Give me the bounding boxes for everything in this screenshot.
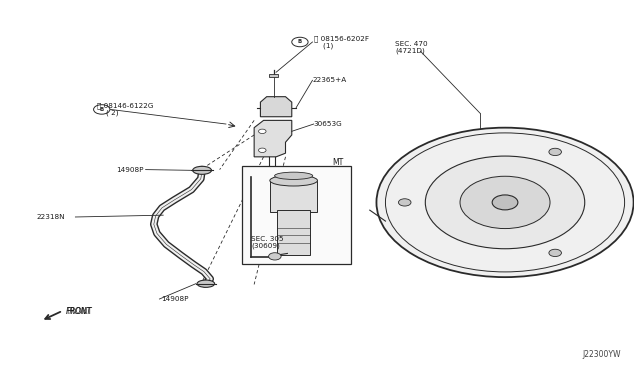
- Text: B: B: [100, 107, 104, 112]
- Text: FRONT: FRONT: [66, 307, 92, 316]
- Circle shape: [492, 195, 518, 210]
- Polygon shape: [254, 121, 292, 157]
- Circle shape: [426, 156, 585, 249]
- Bar: [242, 166, 351, 264]
- Bar: [269, 74, 278, 77]
- Text: 14908P: 14908P: [161, 296, 189, 302]
- Text: SEC. 470
(4721D): SEC. 470 (4721D): [396, 41, 428, 54]
- Ellipse shape: [275, 172, 313, 179]
- Ellipse shape: [193, 166, 211, 174]
- Text: 30653G: 30653G: [314, 121, 342, 127]
- Text: FRONT: FRONT: [66, 307, 92, 316]
- Text: SEC. 305
(30609): SEC. 305 (30609): [251, 236, 284, 249]
- Text: 22318N: 22318N: [36, 214, 65, 220]
- Circle shape: [549, 249, 561, 257]
- Circle shape: [376, 128, 634, 277]
- Circle shape: [549, 148, 561, 155]
- Ellipse shape: [197, 280, 214, 287]
- Text: 22365+A: 22365+A: [312, 77, 347, 83]
- Circle shape: [460, 176, 550, 228]
- Text: 14908P: 14908P: [116, 167, 143, 173]
- Circle shape: [259, 129, 266, 134]
- Bar: [270, 180, 317, 212]
- Circle shape: [269, 253, 281, 260]
- Text: J22300YW: J22300YW: [582, 350, 621, 359]
- Text: Ⓑ 08156-6202F
    (1): Ⓑ 08156-6202F (1): [314, 35, 369, 49]
- Polygon shape: [260, 97, 292, 117]
- Circle shape: [399, 199, 411, 206]
- Text: Ⓑ 08146-6122G
    ( 2): Ⓑ 08146-6122G ( 2): [97, 102, 154, 116]
- Text: B: B: [298, 39, 302, 45]
- Bar: [277, 210, 310, 255]
- Circle shape: [259, 148, 266, 153]
- Text: MT: MT: [333, 158, 344, 167]
- Ellipse shape: [270, 175, 317, 186]
